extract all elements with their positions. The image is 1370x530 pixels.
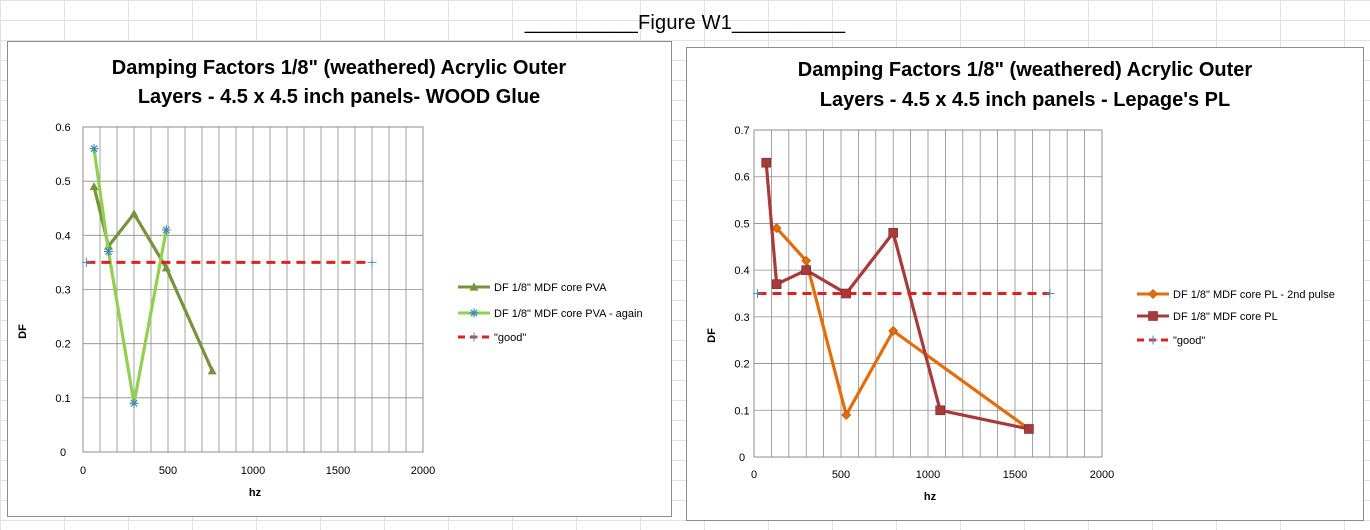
x-tick-label: 1000 bbox=[241, 465, 265, 477]
data-point bbox=[89, 182, 99, 191]
data-point bbox=[888, 227, 898, 238]
legend-label: DF 1/8" MDF core PVA - again bbox=[494, 308, 643, 320]
y-tick-label: 0.1 bbox=[734, 405, 749, 417]
data-point bbox=[207, 366, 217, 375]
legend-label: DF 1/8" MDF core PVA bbox=[494, 282, 607, 294]
y-tick-label: 0.6 bbox=[55, 122, 70, 134]
series-2 bbox=[81, 257, 377, 267]
legend-marker bbox=[1148, 335, 1158, 345]
legend-marker bbox=[469, 332, 479, 342]
y-tick-label: 0.5 bbox=[55, 176, 70, 188]
x-axis-label: hz bbox=[924, 491, 937, 503]
data-point bbox=[801, 265, 811, 275]
chart-title-line: Damping Factors 1/8" (weathered) Acrylic… bbox=[112, 57, 567, 79]
data-point bbox=[104, 247, 113, 257]
y-tick-label: 0 bbox=[60, 447, 66, 459]
data-point bbox=[935, 405, 945, 416]
data-point bbox=[752, 289, 762, 298]
y-tick-label: 0 bbox=[739, 452, 745, 464]
series-line bbox=[92, 148, 168, 405]
data-point bbox=[771, 279, 782, 289]
y-tick-label: 0.2 bbox=[55, 339, 70, 351]
x-tick-label: 500 bbox=[832, 469, 850, 481]
x-tick-label: 2000 bbox=[411, 465, 435, 477]
chart-wood-glue-svg: Damping Factors 1/8" (weathered) Acrylic… bbox=[17, 57, 643, 499]
x-axis-label: hz bbox=[249, 487, 262, 499]
y-tick-label: 0.7 bbox=[734, 125, 749, 137]
x-tick-label: 500 bbox=[159, 465, 177, 477]
gridlines bbox=[83, 126, 423, 453]
y-tick-label: 0.3 bbox=[734, 312, 749, 324]
chart-wood-glue[interactable]: Damping Factors 1/8" (weathered) Acrylic… bbox=[7, 41, 672, 517]
x-tick-label: 1500 bbox=[1003, 469, 1027, 481]
legend-label: "good" bbox=[494, 332, 526, 344]
series-2 bbox=[752, 289, 1055, 298]
legend-entry: DF 1/8" MDF core PVA - again bbox=[458, 308, 643, 320]
legend-label: "good" bbox=[1173, 335, 1205, 347]
legend-label: DF 1/8" MDF core PL - 2nd pulse bbox=[1173, 289, 1335, 301]
legend-entry: DF 1/8" MDF core PL bbox=[1137, 311, 1278, 323]
legend-label: DF 1/8" MDF core PL bbox=[1173, 311, 1278, 323]
legend-entry: DF 1/8" MDF core PL - 2nd pulse bbox=[1137, 289, 1335, 301]
x-tick-label: 0 bbox=[751, 469, 757, 481]
legend-entry: "good" bbox=[458, 332, 526, 344]
data-point bbox=[161, 225, 171, 235]
y-tick-label: 0.6 bbox=[734, 172, 749, 184]
legend-marker bbox=[1148, 311, 1158, 321]
data-point bbox=[888, 325, 899, 336]
legend-marker bbox=[469, 308, 479, 318]
y-tick-label: 0.1 bbox=[55, 393, 70, 405]
x-tick-label: 1500 bbox=[326, 465, 350, 477]
y-tick-label: 0.4 bbox=[55, 230, 70, 242]
data-point bbox=[761, 157, 771, 168]
data-point bbox=[771, 223, 782, 234]
series-1 bbox=[89, 144, 171, 408]
chart-lepage-pl[interactable]: Damping Factors 1/8" (weathered) Acrylic… bbox=[686, 47, 1364, 521]
y-axis-label: DF bbox=[706, 328, 718, 343]
data-point bbox=[129, 209, 139, 218]
data-point bbox=[89, 144, 99, 154]
legend-marker bbox=[469, 282, 479, 291]
legend-marker bbox=[1148, 289, 1158, 299]
x-tick-label: 2000 bbox=[1090, 469, 1114, 481]
y-axis-label: DF bbox=[17, 324, 29, 339]
x-tick-label: 1000 bbox=[916, 469, 940, 481]
figure-title: __________Figure W1__________ bbox=[524, 12, 846, 34]
data-point bbox=[367, 257, 377, 267]
x-tick-label: 0 bbox=[80, 465, 86, 477]
chart-lepage-pl-svg: Damping Factors 1/8" (weathered) Acrylic… bbox=[706, 59, 1335, 503]
y-tick-label: 0.3 bbox=[55, 285, 70, 297]
data-point bbox=[1024, 424, 1034, 434]
chart-title-line: Layers - 4.5 x 4.5 inch panels - Lepage'… bbox=[820, 89, 1230, 111]
data-point bbox=[801, 255, 812, 266]
data-point bbox=[1045, 289, 1055, 298]
chart-title-line: Damping Factors 1/8" (weathered) Acrylic… bbox=[798, 59, 1253, 81]
data-point bbox=[81, 257, 91, 267]
data-point bbox=[129, 398, 139, 408]
data-point bbox=[161, 263, 171, 272]
y-tick-label: 0.2 bbox=[734, 359, 749, 371]
series-1 bbox=[761, 157, 1034, 434]
y-tick-label: 0.4 bbox=[734, 265, 749, 277]
chart-title-line: Layers - 4.5 x 4.5 inch panels- WOOD Glu… bbox=[138, 86, 540, 108]
data-point bbox=[841, 410, 852, 420]
legend-entry: DF 1/8" MDF core PVA bbox=[458, 282, 607, 294]
y-tick-label: 0.5 bbox=[734, 218, 749, 230]
legend-entry: "good" bbox=[1137, 335, 1205, 347]
